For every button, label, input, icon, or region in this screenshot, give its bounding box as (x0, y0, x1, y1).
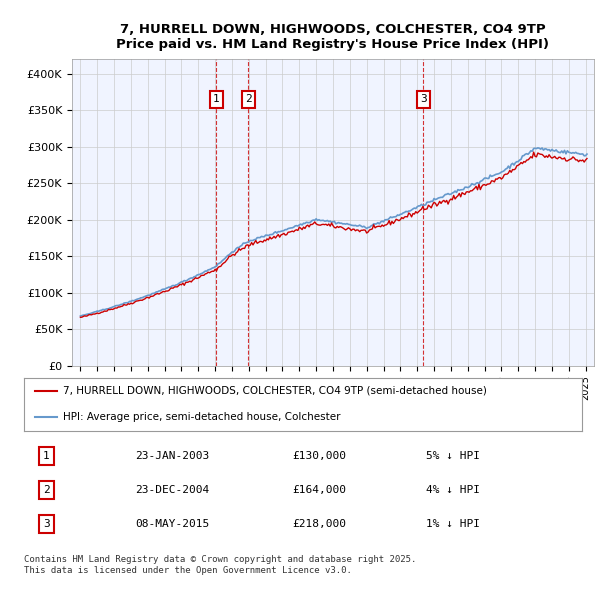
Text: 2: 2 (43, 485, 50, 494)
Text: 4% ↓ HPI: 4% ↓ HPI (426, 485, 480, 494)
Text: £130,000: £130,000 (292, 451, 346, 461)
Text: 3: 3 (420, 94, 427, 104)
Text: 1: 1 (213, 94, 220, 104)
Text: HPI: Average price, semi-detached house, Colchester: HPI: Average price, semi-detached house,… (63, 412, 341, 422)
Text: Contains HM Land Registry data © Crown copyright and database right 2025.
This d: Contains HM Land Registry data © Crown c… (24, 555, 416, 575)
Text: 3: 3 (43, 519, 50, 529)
Text: 08-MAY-2015: 08-MAY-2015 (136, 519, 210, 529)
Text: 7, HURRELL DOWN, HIGHWOODS, COLCHESTER, CO4 9TP (semi-detached house): 7, HURRELL DOWN, HIGHWOODS, COLCHESTER, … (63, 386, 487, 396)
Text: 5% ↓ HPI: 5% ↓ HPI (426, 451, 480, 461)
Text: 1: 1 (43, 451, 50, 461)
Text: 23-JAN-2003: 23-JAN-2003 (136, 451, 210, 461)
Title: 7, HURRELL DOWN, HIGHWOODS, COLCHESTER, CO4 9TP
Price paid vs. HM Land Registry': 7, HURRELL DOWN, HIGHWOODS, COLCHESTER, … (116, 23, 550, 51)
Text: £164,000: £164,000 (292, 485, 346, 494)
Text: 2: 2 (245, 94, 252, 104)
Text: 1% ↓ HPI: 1% ↓ HPI (426, 519, 480, 529)
Text: 23-DEC-2004: 23-DEC-2004 (136, 485, 210, 494)
Text: £218,000: £218,000 (292, 519, 346, 529)
